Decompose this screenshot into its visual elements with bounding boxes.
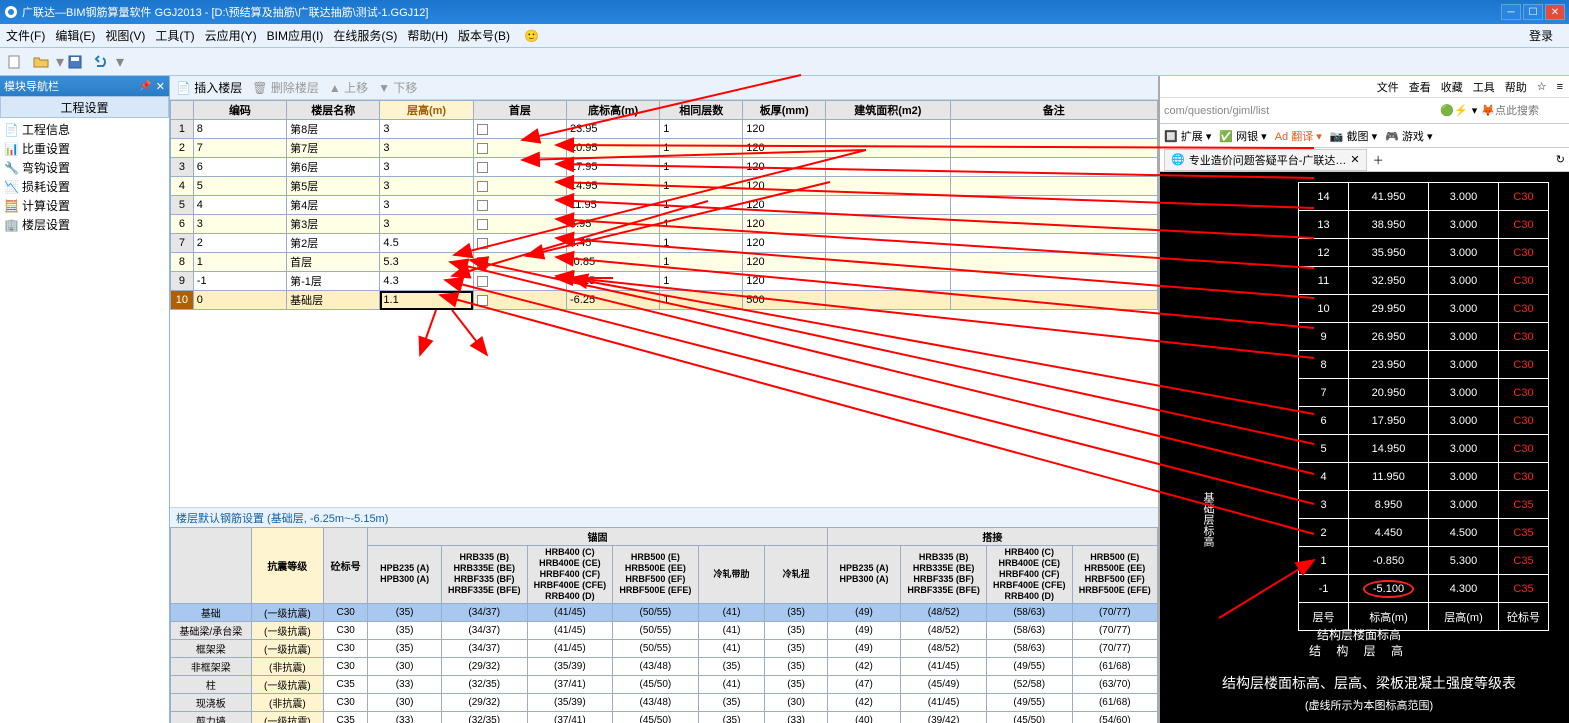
shot-button[interactable]: 📷 截图 ▾ (1330, 128, 1377, 144)
search-icon[interactable]: 🦊 (1481, 104, 1495, 117)
menu-file[interactable]: 文件(F) (6, 27, 45, 44)
floor-table[interactable]: 编码楼层名称层高(m)首层底标高(m)相同层数板厚(mm)建筑面积(m2)备注1… (170, 100, 1158, 310)
toolbar: ▾ ▾ (0, 48, 1569, 76)
browser-menubar: 文件 查看 收藏 工具 帮助 ☆ ≡ (1160, 76, 1569, 98)
browser-menu-view[interactable]: 查看 (1409, 79, 1431, 95)
menu-version[interactable]: 版本号(B) (458, 27, 510, 44)
browser-toolbar: 🔲 扩展 ▾ ✅ 网银 ▾ Ad 翻译 ▾ 📷 截图 ▾ 🎮 游戏 ▾ (1160, 124, 1569, 148)
menu-help[interactable]: 帮助(H) (407, 27, 448, 44)
tab-close-icon[interactable]: ✕ (1350, 153, 1359, 166)
nav-panel: 模块导航栏 📌 ✕ 工程设置 📄工程信息📊比重设置🔧弯钩设置📉损耗设置🧮计算设置… (0, 76, 170, 723)
delete-floor-button[interactable]: 🗑 删除楼层 (252, 79, 319, 96)
rebar-table[interactable]: 抗震等级砼标号锚固搭接HPB235 (A)HPB300 (A)HRB335 (B… (170, 527, 1158, 723)
tab-restore-icon[interactable]: ↻ (1556, 153, 1565, 166)
browser-menu-file[interactable]: 文件 (1377, 79, 1399, 95)
ext-button[interactable]: 🔲 扩展 ▾ (1164, 128, 1211, 144)
url-text[interactable]: com/question/giml/list (1164, 105, 1440, 117)
browser-tab[interactable]: 🌐 专业造价问题答疑平台-广联达… ✕ (1164, 149, 1367, 171)
nav-title: 工程设置 (0, 96, 169, 118)
floor-table-wrap: 编码楼层名称层高(m)首层底标高(m)相同层数板厚(mm)建筑面积(m2)备注1… (170, 100, 1158, 310)
globe-icon: 🌐 (1171, 153, 1185, 166)
maximize-button[interactable]: ☐ (1523, 4, 1543, 20)
login-link[interactable]: 登录 (1529, 27, 1553, 44)
tree-item[interactable]: 🔧弯钩设置 (2, 158, 167, 177)
insert-floor-button[interactable]: 📄 插入楼层 (176, 79, 242, 96)
browser-panel: 文件 查看 收藏 工具 帮助 ☆ ≡ com/question/giml/lis… (1159, 76, 1569, 723)
menubar: 文件(F) 编辑(E) 视图(V) 工具(T) 云应用(Y) BIM应用(I) … (0, 24, 1569, 48)
new-tab-button[interactable]: ＋ (1373, 152, 1384, 168)
close-button[interactable]: ✕ (1545, 4, 1565, 20)
browser-tabbar: 🌐 专业造价问题答疑平台-广联达… ✕ ＋ ↻ (1160, 148, 1569, 172)
browser-menu-star-icon[interactable]: ☆ (1537, 80, 1547, 93)
browser-menu-more-icon[interactable]: ≡ (1557, 81, 1563, 93)
menu-view[interactable]: 视图(V) (105, 27, 145, 44)
nav-pin-icon[interactable]: 📌 (139, 81, 151, 92)
minimize-button[interactable]: ─ (1501, 4, 1521, 20)
browser-addressbar: com/question/giml/list 🟢⚡ ▾ 🦊 (1160, 98, 1569, 124)
new-button[interactable] (4, 52, 26, 72)
browser-menu-tool[interactable]: 工具 (1473, 79, 1495, 95)
move-down-button[interactable]: ▼ 下移 (378, 79, 417, 96)
game-button[interactable]: 🎮 游戏 ▾ (1385, 128, 1432, 144)
trans-button[interactable]: Ad 翻译 ▾ (1275, 128, 1322, 144)
move-up-button[interactable]: ▲ 上移 (329, 79, 368, 96)
nav-close-icon[interactable]: ✕ (156, 80, 165, 93)
browser-menu-help[interactable]: 帮助 (1505, 79, 1527, 95)
browser-menu-fav[interactable]: 收藏 (1441, 79, 1463, 95)
cad-viewer[interactable]: 1441.9503.000C301338.9503.000C301235.950… (1160, 172, 1569, 723)
save-button[interactable] (64, 52, 86, 72)
nav-header: 模块导航栏 📌 ✕ (0, 76, 169, 96)
rebar-title: 楼层默认钢筋设置 (基础层, -6.25m~-5.15m) (170, 507, 1158, 527)
tree-item[interactable]: 🏢楼层设置 (2, 215, 167, 234)
search-input[interactable] (1495, 105, 1565, 117)
window-titlebar: 广联达—BIM钢筋算量软件 GGJ2013 - [D:\预结算及抽筋\广联达抽筋… (0, 0, 1569, 24)
menu-online[interactable]: 在线服务(S) (333, 27, 397, 44)
rebar-table-wrap: 抗震等级砼标号锚固搭接HPB235 (A)HPB300 (A)HRB335 (B… (170, 527, 1158, 723)
nav-tree: 📄工程信息📊比重设置🔧弯钩设置📉损耗设置🧮计算设置🏢楼层设置 (0, 118, 169, 236)
bank-button[interactable]: ✅ 网银 ▾ (1219, 128, 1266, 144)
floor-toolbar: 📄 插入楼层 🗑 删除楼层 ▲ 上移 ▼ 下移 (170, 76, 1158, 100)
center-panel: 📄 插入楼层 🗑 删除楼层 ▲ 上移 ▼ 下移 编码楼层名称层高(m)首层底标高… (170, 76, 1159, 723)
undo-button[interactable] (90, 52, 112, 72)
menu-cloud[interactable]: 云应用(Y) (205, 27, 257, 44)
tree-item[interactable]: 📊比重设置 (2, 139, 167, 158)
open-button[interactable] (30, 52, 52, 72)
tree-item[interactable]: 📉损耗设置 (2, 177, 167, 196)
menu-tool[interactable]: 工具(T) (155, 27, 194, 44)
tree-item[interactable]: 🧮计算设置 (2, 196, 167, 215)
app-icon (4, 5, 18, 19)
menu-bim[interactable]: BIM应用(I) (267, 27, 324, 44)
tree-item[interactable]: 📄工程信息 (2, 120, 167, 139)
menu-edit[interactable]: 编辑(E) (55, 27, 95, 44)
window-title: 广联达—BIM钢筋算量软件 GGJ2013 - [D:\预结算及抽筋\广联达抽筋… (22, 4, 428, 20)
